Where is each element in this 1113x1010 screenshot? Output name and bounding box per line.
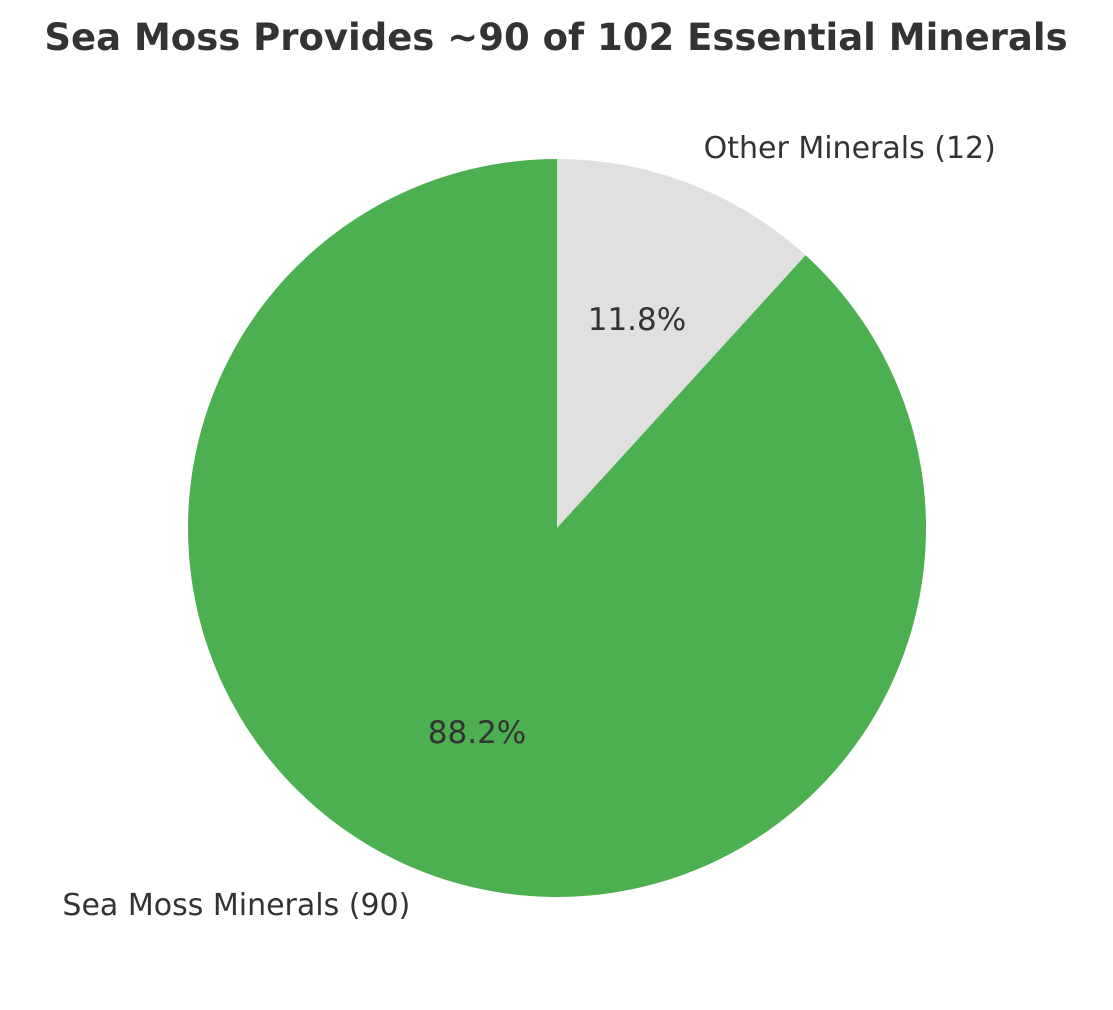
- pie-labels: 11.8% Other Minerals (12) 88.2% Sea Moss Mi…: [62, 131, 995, 923]
- pie-slice-0: [557, 159, 806, 528]
- slice-label-0: Other Minerals (12): [704, 131, 996, 166]
- pie-slices: [188, 159, 927, 898]
- slice-label-1: Sea Moss Minerals (90): [62, 888, 410, 923]
- chart-title: Sea Moss Provides ~90 of 102 Essential M…: [44, 16, 1067, 59]
- slice-percent-label-0: 11.8%: [588, 302, 686, 338]
- slice-percent-label-1: 88.2%: [428, 715, 526, 751]
- pie-slice-1: [188, 159, 927, 898]
